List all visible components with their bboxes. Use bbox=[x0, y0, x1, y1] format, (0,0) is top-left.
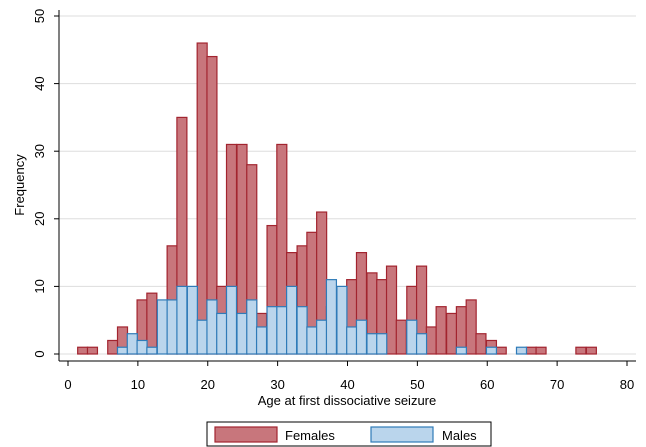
x-tick-label: 60 bbox=[480, 377, 494, 392]
x-tick-label: 80 bbox=[620, 377, 634, 392]
male-bar bbox=[325, 279, 338, 355]
female-bar bbox=[146, 292, 158, 355]
female-bar bbox=[495, 346, 507, 355]
male-bar bbox=[246, 299, 258, 355]
y-tick-label: 10 bbox=[32, 279, 47, 293]
x-tick-label: 20 bbox=[201, 377, 215, 392]
x-tick-label: 70 bbox=[550, 377, 564, 392]
legend-swatch-males bbox=[370, 426, 434, 443]
y-tick-label: 30 bbox=[32, 144, 47, 158]
male-bar bbox=[336, 285, 348, 355]
x-tick-label: 50 bbox=[410, 377, 424, 392]
y-tick-label: 20 bbox=[32, 212, 47, 226]
male-bar bbox=[286, 285, 298, 355]
male-bar bbox=[255, 326, 268, 355]
males-bars bbox=[116, 279, 528, 355]
legend: Females Males bbox=[206, 421, 492, 447]
male-bar bbox=[176, 285, 188, 355]
x-axis-title: Age at first dissociative seizure bbox=[258, 393, 436, 408]
female-bar bbox=[107, 339, 119, 355]
x-tick-label: 0 bbox=[64, 377, 71, 392]
male-bar bbox=[415, 333, 428, 355]
male-bar bbox=[346, 326, 358, 355]
male-bar bbox=[126, 333, 138, 355]
y-tick-label: 40 bbox=[32, 76, 47, 90]
female-bar bbox=[585, 346, 597, 355]
female-bar bbox=[86, 346, 99, 355]
female-bar bbox=[446, 312, 458, 355]
male-bar bbox=[296, 306, 308, 355]
female-bar bbox=[196, 42, 208, 355]
male-bar bbox=[266, 306, 278, 355]
male-bar bbox=[166, 299, 178, 355]
female-bar bbox=[475, 333, 487, 355]
female-bar bbox=[385, 265, 398, 355]
female-bar bbox=[77, 346, 89, 355]
x-tick-label: 10 bbox=[131, 377, 145, 392]
female-bar bbox=[465, 299, 477, 355]
male-bar bbox=[216, 312, 228, 355]
male-bar bbox=[376, 333, 388, 355]
x-tick-label: 40 bbox=[340, 377, 354, 392]
male-bar bbox=[316, 319, 328, 355]
female-bar bbox=[435, 306, 447, 355]
female-bar bbox=[535, 346, 547, 355]
x-tick-label: 30 bbox=[270, 377, 284, 392]
y-tick-label: 50 bbox=[32, 9, 47, 23]
male-bar bbox=[186, 285, 198, 355]
legend-label-males: Males bbox=[442, 428, 477, 443]
legend-swatch-females bbox=[214, 426, 278, 443]
female-bar bbox=[395, 319, 407, 355]
y-axis-title: Frequency bbox=[12, 154, 27, 216]
axes: 0 10 20 30 40 50 0 10 20 30 40 50 60 70 80 bbox=[32, 9, 636, 392]
male-bar bbox=[116, 346, 129, 355]
male-bar bbox=[156, 299, 168, 355]
female-bar bbox=[525, 346, 537, 355]
male-bar bbox=[196, 319, 208, 355]
y-tick-label: 0 bbox=[32, 350, 47, 357]
male-bar bbox=[455, 346, 467, 355]
male-bar bbox=[206, 299, 218, 355]
male-bar bbox=[406, 319, 418, 355]
female-bar bbox=[575, 346, 587, 355]
male-bar bbox=[366, 333, 378, 355]
male-bar bbox=[515, 346, 528, 355]
female-bar bbox=[425, 326, 437, 355]
male-bar bbox=[355, 319, 368, 355]
legend-label-females: Females bbox=[285, 428, 335, 443]
male-bar bbox=[136, 339, 148, 355]
male-bar bbox=[146, 346, 158, 355]
male-bar bbox=[485, 346, 498, 355]
male-bar bbox=[225, 285, 238, 355]
male-bar bbox=[306, 326, 318, 355]
male-bar bbox=[276, 306, 288, 355]
male-bar bbox=[236, 312, 248, 355]
